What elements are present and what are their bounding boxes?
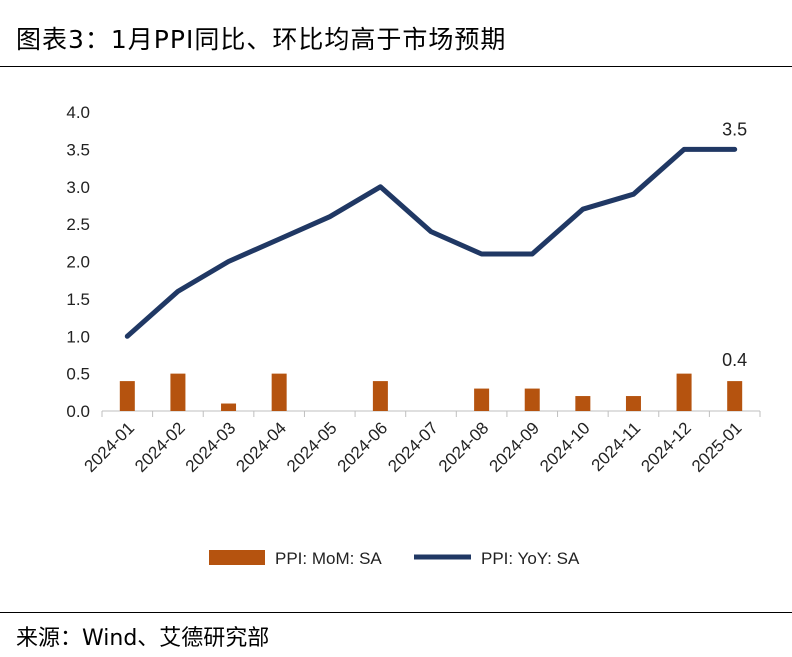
x-tick-label: 2024-01 bbox=[81, 418, 139, 476]
legend-swatch-mom bbox=[209, 550, 265, 565]
y-axis-labels: 0.0 0.5 1.0 1.5 2.0 2.5 3.0 3.5 4.0 bbox=[66, 103, 90, 421]
legend-label-yoy: PPI: YoY: SA bbox=[481, 549, 580, 568]
bottom-divider bbox=[0, 612, 792, 613]
x-tick-label: 2024-10 bbox=[536, 418, 594, 476]
y-tick-label: 1.5 bbox=[66, 290, 90, 309]
y-tick-label: 4.0 bbox=[66, 103, 90, 122]
y-tick-label: 3.5 bbox=[66, 140, 90, 159]
data-label: 0.4 bbox=[722, 350, 747, 370]
chart-area: 0.00.51.01.52.02.53.03.54.0 2024-012024-… bbox=[66, 103, 761, 568]
x-tick-label: 2024-07 bbox=[384, 418, 442, 476]
x-tick-label: 2024-08 bbox=[435, 418, 493, 476]
x-axis-tick-marks bbox=[101, 411, 761, 417]
x-tick-label: 2024-05 bbox=[283, 418, 341, 476]
data-label: 3.5 bbox=[722, 119, 747, 139]
bar-mom-2024-01 bbox=[119, 381, 135, 411]
legend-label-mom: PPI: MoM: SA bbox=[275, 549, 382, 568]
source-note: 来源：Wind、艾德研究部 bbox=[16, 626, 270, 651]
y-tick-label: 3.0 bbox=[66, 178, 90, 197]
data-labels: 3.5 0.4 bbox=[722, 119, 747, 370]
x-tick-label: 2024-03 bbox=[182, 418, 240, 476]
bar-mom-2024-10 bbox=[575, 396, 591, 411]
bar-mom-2024-02 bbox=[170, 373, 186, 411]
x-tick-label: 2025-01 bbox=[688, 418, 746, 476]
x-axis-labels: 2024-012024-022024-032024-042024-052024-… bbox=[81, 418, 746, 476]
bar-mom-2025-01 bbox=[727, 381, 743, 411]
legend: PPI: MoM: SA PPI: YoY: SA bbox=[209, 549, 580, 568]
chart-title: 图表3：1月PPI同比、环比均高于市场预期 bbox=[16, 25, 507, 54]
y-tick-label: 1.0 bbox=[66, 327, 90, 346]
bar-mom-2024-08 bbox=[474, 388, 490, 411]
bar-mom-2024-06 bbox=[372, 381, 388, 411]
x-tick-label: 2024-09 bbox=[486, 418, 544, 476]
y-tick-label: 0.0 bbox=[66, 402, 90, 421]
yoy-line-series bbox=[124, 146, 738, 339]
x-tick-label: 2024-02 bbox=[131, 418, 189, 476]
bar-mom-2024-11 bbox=[625, 396, 641, 411]
bar-series bbox=[119, 373, 743, 411]
x-tick-label: 2024-11 bbox=[588, 418, 645, 475]
y-tick-label: 0.5 bbox=[66, 365, 90, 384]
bar-mom-2024-03 bbox=[221, 403, 237, 411]
x-tick-label: 2024-04 bbox=[232, 418, 290, 476]
top-divider bbox=[0, 66, 792, 67]
x-tick-label: 2024-12 bbox=[637, 418, 695, 476]
x-tick-label: 2024-06 bbox=[334, 418, 392, 476]
y-tick-label: 2.5 bbox=[66, 215, 90, 234]
bar-mom-2024-09 bbox=[524, 388, 540, 411]
bar-mom-2024-04 bbox=[271, 373, 287, 411]
bar-mom-2024-12 bbox=[676, 373, 692, 411]
y-tick-label: 2.0 bbox=[66, 253, 90, 272]
